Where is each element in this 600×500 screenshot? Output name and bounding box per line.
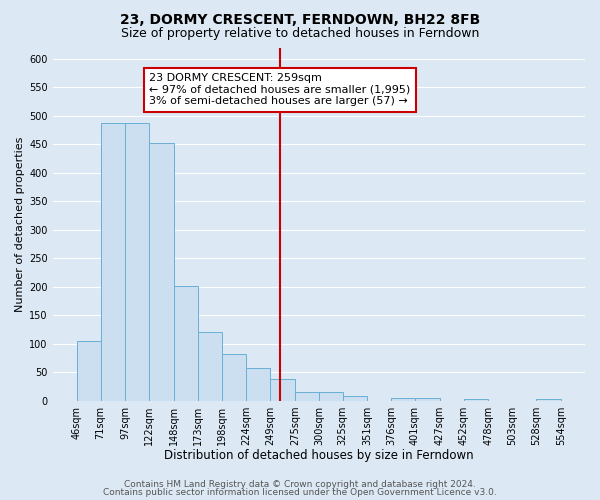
- Bar: [295, 392, 319, 401]
- Bar: [343, 396, 367, 401]
- Bar: [464, 400, 488, 401]
- Text: Contains HM Land Registry data © Crown copyright and database right 2024.: Contains HM Land Registry data © Crown c…: [124, 480, 476, 489]
- Bar: [270, 380, 295, 401]
- Text: Contains public sector information licensed under the Open Government Licence v3: Contains public sector information licen…: [103, 488, 497, 497]
- Bar: [415, 398, 440, 401]
- Bar: [391, 398, 415, 401]
- Text: 23, DORMY CRESCENT, FERNDOWN, BH22 8FB: 23, DORMY CRESCENT, FERNDOWN, BH22 8FB: [120, 12, 480, 26]
- X-axis label: Distribution of detached houses by size in Ferndown: Distribution of detached houses by size …: [164, 450, 473, 462]
- Bar: [77, 341, 101, 401]
- Bar: [247, 368, 270, 401]
- Bar: [198, 332, 221, 401]
- Text: 23 DORMY CRESCENT: 259sqm
← 97% of detached houses are smaller (1,995)
3% of sem: 23 DORMY CRESCENT: 259sqm ← 97% of detac…: [149, 73, 410, 106]
- Bar: [174, 286, 198, 401]
- Bar: [319, 392, 343, 401]
- Y-axis label: Number of detached properties: Number of detached properties: [15, 136, 25, 312]
- Bar: [221, 354, 247, 401]
- Bar: [536, 398, 561, 401]
- Bar: [125, 123, 149, 401]
- Bar: [101, 123, 125, 401]
- Bar: [149, 144, 174, 401]
- Text: Size of property relative to detached houses in Ferndown: Size of property relative to detached ho…: [121, 28, 479, 40]
